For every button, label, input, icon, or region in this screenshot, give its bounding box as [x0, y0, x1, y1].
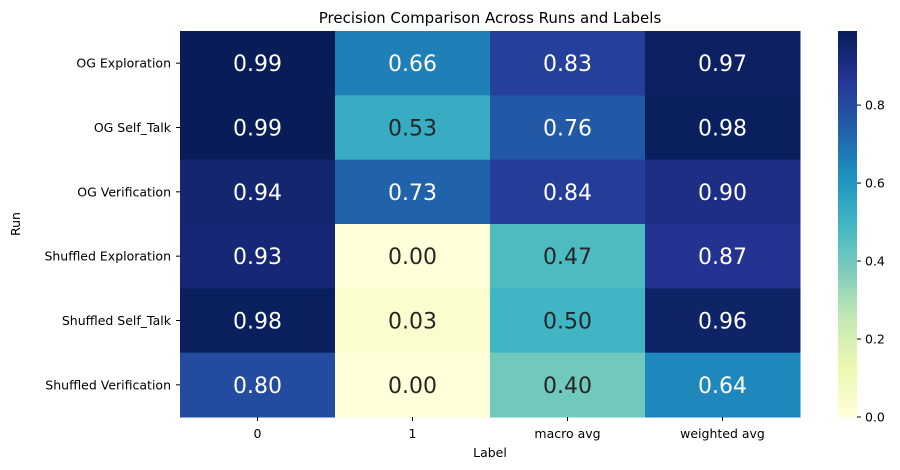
- heatmap-cell: [490, 224, 646, 289]
- heatmap-cell: [645, 288, 801, 354]
- heatmap-cell: [645, 95, 801, 161]
- cell-value-label: 0.93: [233, 245, 282, 270]
- heatmap-cell: [490, 31, 646, 96]
- x-tick-label: 1: [409, 426, 417, 441]
- cell-value-label: 0.96: [698, 310, 747, 335]
- cell-value-label: 0.66: [388, 52, 437, 77]
- colorbar-tick-label: 0.6: [865, 176, 885, 191]
- cell-value-label: 0.98: [233, 310, 282, 335]
- cell-value-label: 0.87: [698, 245, 747, 270]
- cell-value-label: 0.00: [388, 374, 437, 399]
- cell-value-label: 0.97: [698, 52, 747, 77]
- heatmap-cell: [645, 159, 801, 225]
- heatmap-cell: [490, 352, 646, 418]
- x-tick-label: weighted avg: [680, 426, 765, 441]
- cell-value-label: 0.53: [388, 117, 437, 142]
- x-tick-label: 0: [254, 426, 262, 441]
- heatmap-cell: [180, 31, 336, 96]
- colorbar-tick-label: 0.8: [865, 98, 885, 113]
- heatmap-cell: [490, 159, 646, 225]
- heatmap-cell: [490, 288, 646, 354]
- y-tick-label: OG Verification: [77, 184, 171, 199]
- heatmap-cell: [180, 224, 336, 289]
- heatmap-cell: [180, 288, 336, 354]
- y-tick-label: OG Exploration: [76, 56, 171, 71]
- y-tick-label: Shuffled Exploration: [44, 249, 171, 264]
- heatmap-cell: [645, 31, 801, 96]
- cell-value-label: 0.47: [543, 245, 592, 270]
- y-tick-label: Shuffled Verification: [45, 377, 171, 392]
- colorbar-gradient: [838, 31, 857, 417]
- colorbar-tick-label: 0.4: [865, 254, 885, 269]
- heatmap-cell: [335, 224, 491, 289]
- heatmap-cell: [180, 159, 336, 225]
- cell-value-label: 0.73: [388, 181, 437, 206]
- cell-value-label: 0.50: [543, 310, 592, 335]
- x-axis-ticks: 0 1 macro avg weighted avg: [254, 417, 765, 441]
- chart-title: Precision Comparison Across Runs and Lab…: [319, 9, 662, 27]
- heatmap-cell: [335, 95, 491, 161]
- y-axis-ticks: OG Exploration OG Self_Talk OG Verificatio…: [44, 56, 180, 392]
- cell-value-label: 0.84: [543, 181, 592, 206]
- heatmap-cell: [180, 95, 336, 161]
- heatmap-cell: [490, 95, 646, 161]
- cell-value-label: 0.94: [233, 181, 282, 206]
- cell-value-label: 0.83: [543, 52, 592, 77]
- heatmap-cells: 0.99 0.66 0.83 0.97 0.99 0.53 0.76 0.98 0.94 0.73…: [180, 31, 801, 418]
- colorbar-tick-label: 0.0: [865, 410, 885, 425]
- y-tick-label: OG Self_Talk: [94, 120, 172, 135]
- heatmap-cell: [180, 352, 336, 418]
- cell-value-label: 0.90: [698, 181, 747, 206]
- colorbar: 0.0 0.2 0.4 0.6 0.8: [838, 31, 885, 425]
- y-tick-label: Shuffled Self_Talk: [62, 313, 172, 328]
- heatmap-cell: [335, 159, 491, 225]
- heatmap-cell: [645, 224, 801, 289]
- colorbar-tick-label: 0.2: [865, 332, 885, 347]
- cell-value-label: 0.76: [543, 117, 592, 142]
- x-axis-label: Label: [473, 445, 507, 460]
- cell-value-label: 0.40: [543, 374, 592, 399]
- y-axis-label: Run: [8, 212, 23, 236]
- heatmap-cell: [335, 288, 491, 354]
- heatmap-cell: [335, 31, 491, 96]
- heatmap-cell: [645, 352, 801, 418]
- heatmap-cell: [335, 352, 491, 418]
- cell-value-label: 0.03: [388, 310, 437, 335]
- cell-value-label: 0.00: [388, 245, 437, 270]
- cell-value-label: 0.99: [233, 117, 282, 142]
- cell-value-label: 0.98: [698, 117, 747, 142]
- x-tick-label: macro avg: [534, 426, 600, 441]
- cell-value-label: 0.99: [233, 52, 282, 77]
- cell-value-label: 0.80: [233, 374, 282, 399]
- cell-value-label: 0.64: [698, 374, 747, 399]
